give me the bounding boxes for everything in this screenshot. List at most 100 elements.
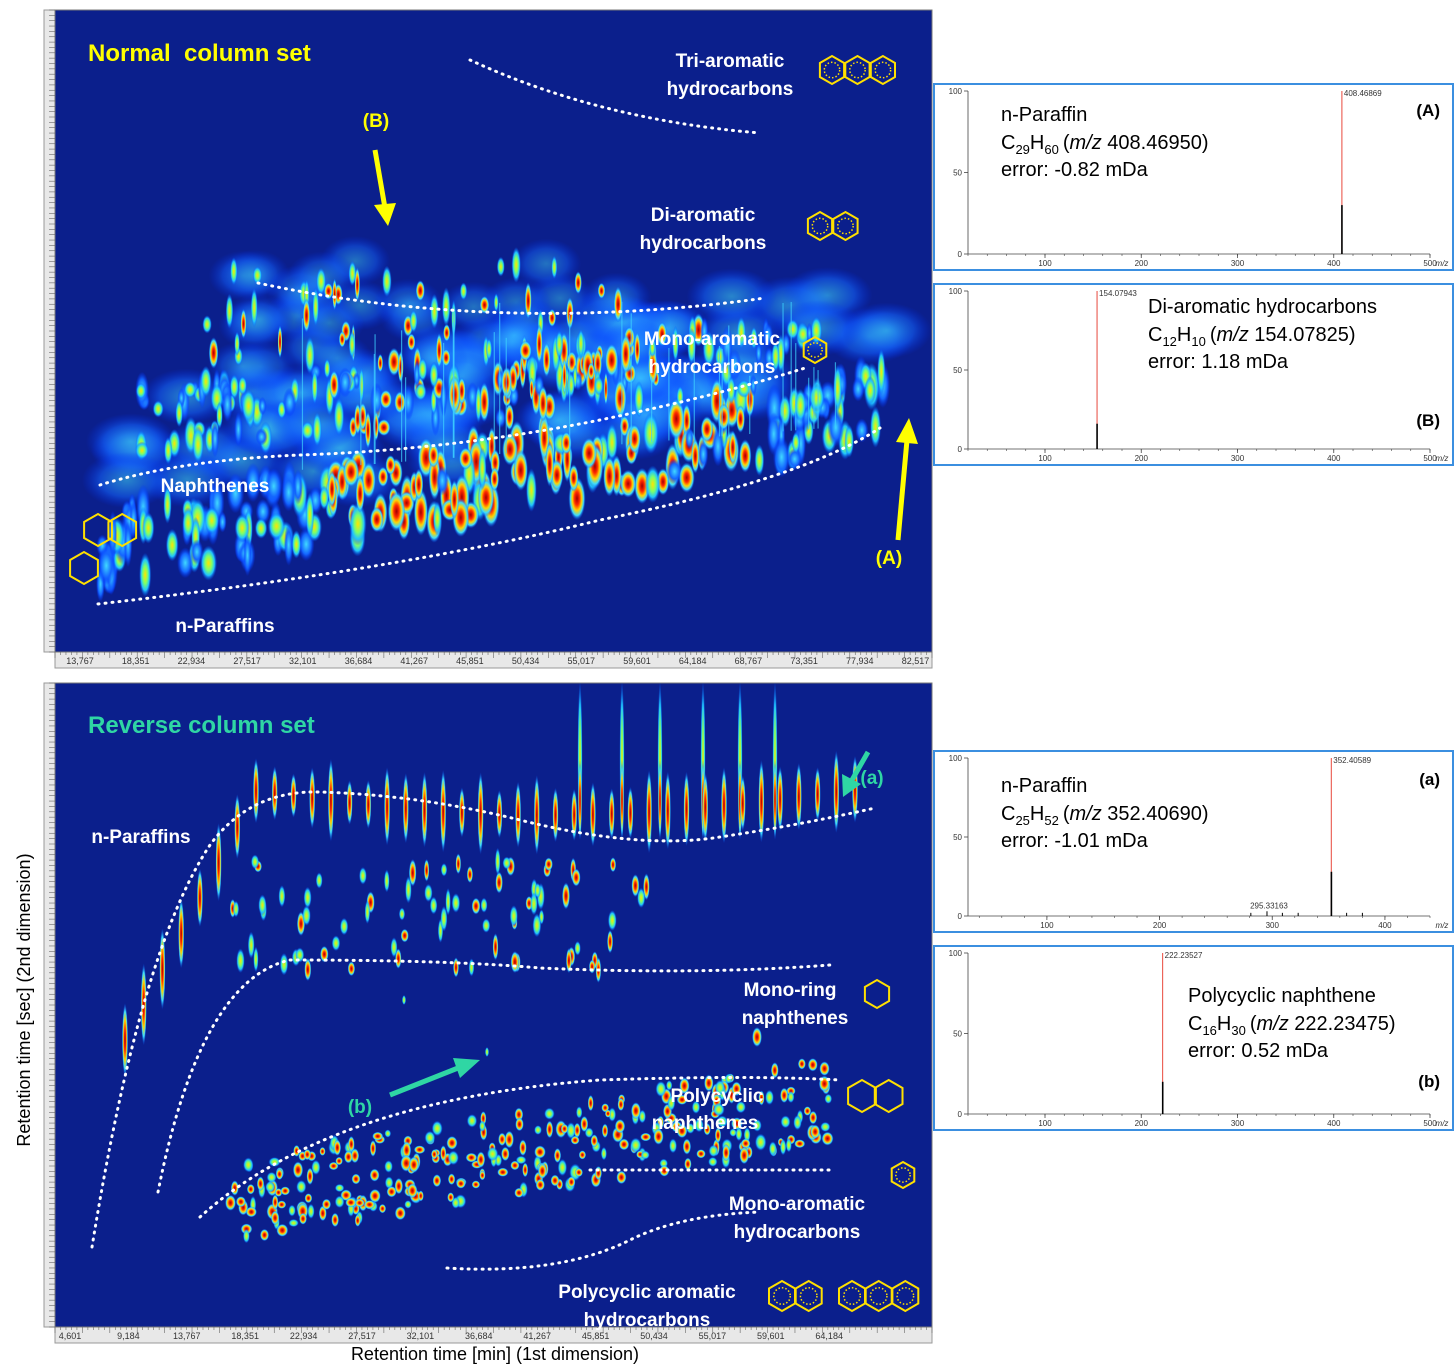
formula-part: 408.46950) xyxy=(1102,132,1209,154)
contour-spot xyxy=(236,948,244,973)
contour-spot xyxy=(538,386,548,422)
contour-spot xyxy=(578,329,585,359)
contour-spot xyxy=(792,432,800,453)
contour-spot xyxy=(316,872,323,888)
mass-spectrum: 050100100200300400500m/z154.07943Di-arom… xyxy=(934,284,1453,465)
mass-spectrum: 050100100200300400m/z352.40589295.33163n… xyxy=(934,751,1453,932)
contour-spot xyxy=(773,437,790,477)
contour-spot xyxy=(477,1151,486,1167)
contour-spot xyxy=(616,1171,626,1185)
x-tick-label: 300 xyxy=(1231,259,1245,268)
contour-spot xyxy=(401,929,409,943)
x-tick-label: 32,101 xyxy=(407,1331,435,1341)
contour-spot xyxy=(384,869,390,892)
contour-spot xyxy=(494,293,499,312)
contour-spot xyxy=(510,905,518,927)
contour-spot xyxy=(752,1027,762,1047)
contour-spot xyxy=(618,1098,625,1111)
contour-spot xyxy=(721,767,727,843)
region-label: hydrocarbons xyxy=(584,1310,711,1331)
contour-spot xyxy=(603,456,616,497)
contour-spot xyxy=(684,1158,691,1171)
contour-spot xyxy=(277,1200,286,1208)
contour-spot xyxy=(562,882,570,909)
contour-spot xyxy=(385,1130,392,1138)
formula-part: 52 xyxy=(1044,813,1058,828)
contour-spot xyxy=(567,372,575,397)
contour-spot xyxy=(576,1106,582,1118)
contour-spot xyxy=(403,773,409,843)
contour-spot xyxy=(246,1207,257,1218)
contour-spot xyxy=(441,863,447,876)
contour-spot xyxy=(534,883,541,899)
contour-spot xyxy=(495,408,506,428)
contour-streak xyxy=(620,760,624,840)
contour-spot xyxy=(459,447,473,469)
contour-spot xyxy=(335,1157,343,1165)
region-label: hydrocarbons xyxy=(640,233,767,254)
x-unit: m/z xyxy=(1436,1119,1449,1128)
contour-spot xyxy=(561,1124,569,1134)
contour-spot xyxy=(338,367,352,397)
x-tick-label: 100 xyxy=(1040,921,1054,930)
contour-spot xyxy=(786,1138,792,1152)
contour-spot xyxy=(780,1139,786,1156)
contour-spot xyxy=(395,1178,404,1194)
contour-spot xyxy=(292,530,302,558)
contour-spot xyxy=(226,294,234,329)
contour-spot xyxy=(82,452,172,508)
contour-spot xyxy=(777,766,783,831)
formula-part: H xyxy=(1177,324,1191,346)
contour-spot xyxy=(307,1204,314,1219)
region-label: (B) xyxy=(363,111,389,132)
contour-spot xyxy=(620,470,637,498)
contour-spot xyxy=(545,858,553,871)
contour-spot xyxy=(809,383,825,411)
contour-spot xyxy=(372,1132,383,1141)
panel-title: Normal column set xyxy=(88,40,311,67)
contour-spot xyxy=(135,442,149,460)
contour-spot xyxy=(448,1173,455,1185)
contour-spot xyxy=(202,315,211,333)
contour-spot xyxy=(548,309,556,327)
contour-spot xyxy=(572,869,581,887)
contour-spot xyxy=(379,1204,386,1213)
contour-spot xyxy=(498,1133,506,1146)
contour-spot xyxy=(291,774,297,818)
contour-spot xyxy=(166,529,179,562)
contour-spot xyxy=(677,386,684,407)
contour-spot xyxy=(544,1108,555,1120)
contour-spot xyxy=(740,776,746,832)
contour-spot xyxy=(551,256,557,279)
contour-spot xyxy=(478,447,486,491)
y-tick-label: 50 xyxy=(953,169,962,178)
contour-spot xyxy=(511,239,581,289)
contour-spot xyxy=(581,438,597,469)
x-tick-label: 100 xyxy=(1038,1119,1052,1128)
contour-spot xyxy=(615,1119,626,1133)
region-label: Polycyclic xyxy=(671,1086,764,1107)
contour-spot xyxy=(332,935,341,951)
spectrum-tag: (b) xyxy=(1418,1072,1440,1091)
contour-streak xyxy=(658,760,662,840)
compound-name: Polycyclic naphthene xyxy=(1188,985,1376,1007)
contour-spot xyxy=(433,501,442,536)
contour-spot xyxy=(594,376,603,395)
contour-spot xyxy=(467,1114,477,1127)
contour-spot xyxy=(243,1157,253,1172)
contour-spot xyxy=(765,1090,774,1105)
contour-spot xyxy=(345,1198,356,1208)
contour-spot xyxy=(258,895,266,916)
contour-spot xyxy=(440,1145,446,1162)
contour-spot xyxy=(447,1192,454,1202)
formula-part: m/z xyxy=(1070,132,1102,154)
x-tick-label: 82,517 xyxy=(902,656,930,666)
contour-spot xyxy=(628,424,641,454)
contour-spot xyxy=(442,349,451,367)
formula-part: m/z xyxy=(1070,803,1102,825)
contour-spot xyxy=(487,1147,498,1161)
contour-spot xyxy=(335,1184,345,1192)
contour-spot xyxy=(833,751,839,834)
region-label: naphthenes xyxy=(742,1008,849,1029)
contour-spot xyxy=(178,898,184,968)
